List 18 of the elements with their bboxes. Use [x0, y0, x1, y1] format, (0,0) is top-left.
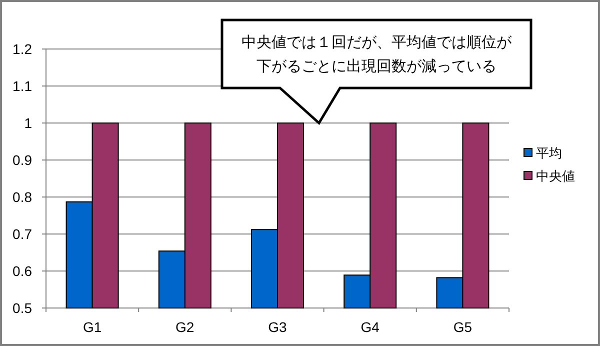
x-tick-label: G1 [82, 319, 102, 335]
y-tick-label: 1.1 [12, 78, 32, 94]
legend-label: 中央値 [536, 168, 575, 184]
y-tick-label: 0.9 [12, 152, 32, 168]
y-tick-label: 0.6 [12, 263, 32, 279]
y-tick-label: 1 [24, 115, 32, 131]
legend-label: 平均 [536, 146, 562, 160]
y-tick-label: 1.2 [12, 41, 32, 57]
annotation: 中央値では１回だが、平均値では順位が [242, 34, 512, 51]
x-tick-label: G5 [453, 319, 472, 335]
x-tick-label: G3 [268, 319, 288, 335]
y-tick-label: 0.7 [12, 226, 32, 242]
x-tick-label: G2 [176, 319, 194, 335]
y-tick-label: 0.8 [12, 189, 32, 205]
annotation: 下がるごとに出現回数が減っている [256, 58, 496, 75]
callout: 中央値では１回だが、平均値では順位が 下がるごとに出現回数が減っている [220, 18, 532, 125]
x-tick-label: G4 [360, 319, 380, 335]
y-tick-label: 0.5 [12, 300, 32, 316]
